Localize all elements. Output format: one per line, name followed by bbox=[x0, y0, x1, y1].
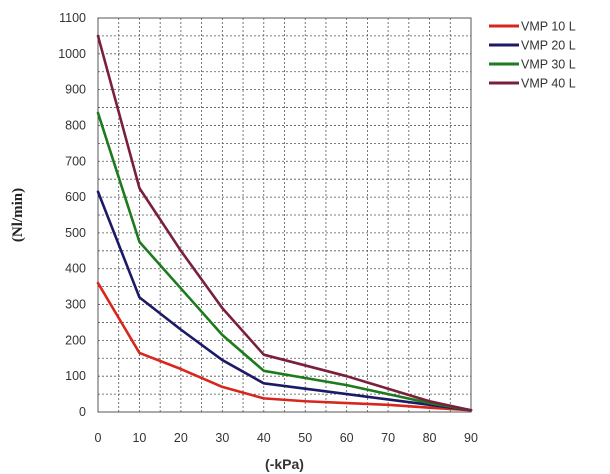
x-tick-label: 40 bbox=[257, 431, 271, 445]
x-tick-label: 30 bbox=[215, 431, 229, 445]
x-tick-label: 50 bbox=[298, 431, 312, 445]
y-axis-ticks: 0 100 200 300 400 500 600 700 800 900 1000 1100 bbox=[58, 11, 86, 419]
y-tick-label: 600 bbox=[65, 190, 86, 204]
series-line-4 bbox=[96, 34, 473, 412]
y-tick-label: 500 bbox=[65, 226, 86, 240]
y-tick-label: 400 bbox=[65, 262, 86, 276]
y-tick-label: 300 bbox=[65, 298, 86, 312]
plot-frame bbox=[97, 17, 472, 413]
x-tick-label: 70 bbox=[381, 431, 395, 445]
legend-label: VMP 20 L bbox=[521, 39, 576, 53]
x-tick-label: 60 bbox=[340, 431, 354, 445]
series-line-3 bbox=[96, 111, 473, 412]
x-tick-label: 80 bbox=[423, 431, 437, 445]
legend-label: VMP 30 L bbox=[521, 58, 576, 72]
series-line-2 bbox=[96, 190, 473, 412]
y-axis-label: (Nl/min) bbox=[10, 188, 26, 242]
legend-label: VMP 10 L bbox=[521, 20, 576, 34]
x-tick-label: 20 bbox=[174, 431, 188, 445]
series-lines bbox=[96, 34, 473, 412]
legend: VMP 10 L VMP 20 L VMP 30 L VMP 40 L bbox=[489, 20, 576, 91]
series-line-1 bbox=[96, 281, 473, 412]
y-tick-label: 900 bbox=[65, 83, 86, 97]
x-tick-label: 0 bbox=[95, 431, 102, 445]
y-tick-label: 200 bbox=[65, 333, 86, 347]
x-axis-ticks: 0 10 20 30 40 50 60 70 80 90 bbox=[95, 431, 478, 445]
y-tick-label: 1100 bbox=[59, 11, 86, 25]
x-tick-label: 90 bbox=[464, 431, 478, 445]
x-tick-label: 10 bbox=[132, 431, 146, 445]
y-tick-label: 1000 bbox=[58, 47, 86, 61]
legend-label: VMP 40 L bbox=[521, 77, 576, 91]
y-tick-label: 0 bbox=[79, 405, 86, 419]
y-tick-label: 100 bbox=[65, 369, 86, 383]
x-axis-label: (-kPa) bbox=[265, 456, 304, 472]
y-tick-label: 800 bbox=[65, 118, 86, 132]
grid bbox=[98, 18, 471, 412]
y-tick-label: 700 bbox=[65, 154, 86, 168]
